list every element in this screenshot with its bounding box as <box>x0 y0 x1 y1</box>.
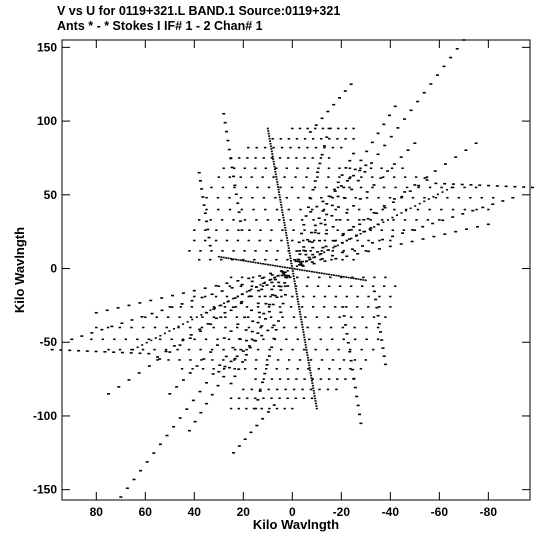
x-tick-label: 80 <box>90 505 104 519</box>
chart-title: V vs U for 0119+321.L BAND.1 Source:0119… <box>57 4 340 18</box>
x-tick-label: -80 <box>480 505 498 519</box>
x-tick-label: 40 <box>188 505 202 519</box>
x-tick-label: -20 <box>333 505 351 519</box>
y-tick-label: -100 <box>33 409 57 423</box>
y-tick-label: 50 <box>44 188 58 202</box>
axis-tick-labels: 80 60 40 20 0 -20 -40 -60 -80 -150 -100 -50 0 50 100 15… <box>33 40 497 519</box>
x-tick-label: 0 <box>289 505 296 519</box>
y-axis-label: Kilo Wavlngth <box>12 227 27 313</box>
x-axis-label: Kilo Wavlngth <box>253 517 339 532</box>
x-tick-label: 20 <box>237 505 251 519</box>
plot-frame <box>61 39 531 501</box>
y-tick-label: 0 <box>50 262 57 276</box>
y-tick-label: 150 <box>37 40 57 54</box>
x-tick-label: -60 <box>431 505 449 519</box>
visibility-points <box>50 39 534 498</box>
y-tick-label: 100 <box>37 114 57 128</box>
chart-subtitle: Ants * - * Stokes I IF# 1 - 2 Chan# 1 <box>57 19 263 33</box>
y-tick-label: -150 <box>33 483 57 497</box>
y-tick-label: -50 <box>40 335 58 349</box>
x-tick-label: -40 <box>382 505 400 519</box>
x-tick-label: 60 <box>139 505 153 519</box>
axis-ticks <box>62 40 530 500</box>
